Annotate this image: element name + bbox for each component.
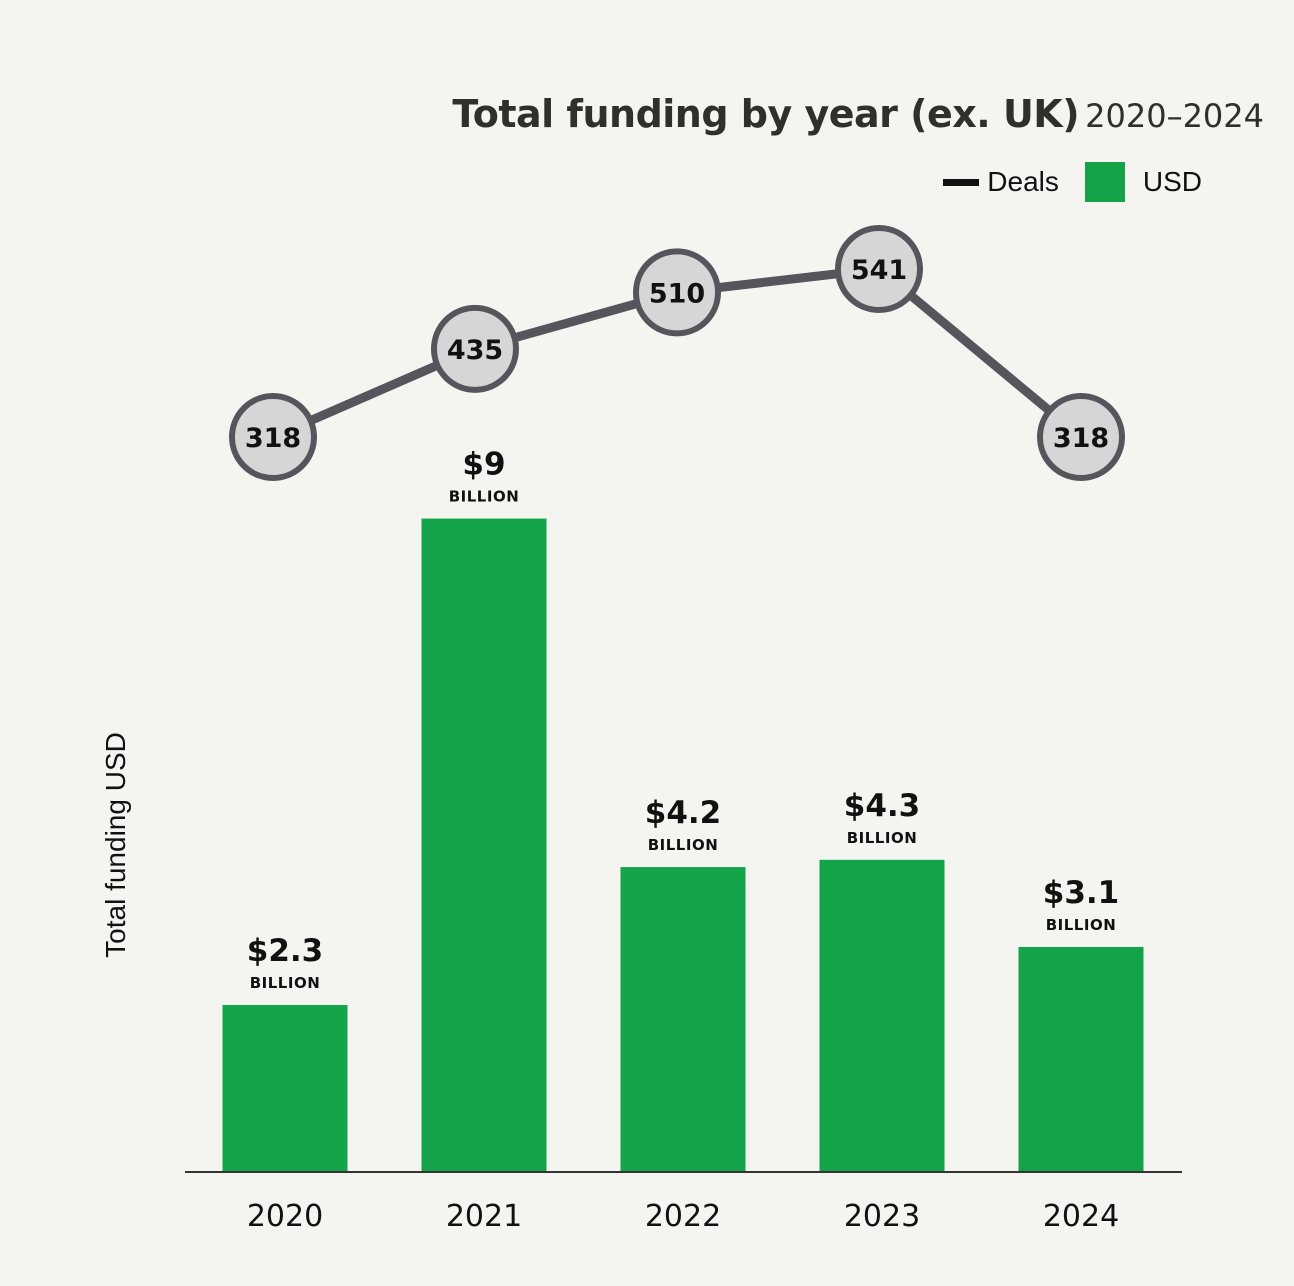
bar-2024 xyxy=(1018,946,1144,1172)
bar-2022 xyxy=(620,867,746,1172)
bar-2023 xyxy=(819,859,945,1172)
bar-unit-label-2020: BILLION xyxy=(250,974,321,992)
deals-value-label-2021: 435 xyxy=(447,335,503,366)
bar-value-label-2023: $4.3 xyxy=(844,788,921,824)
deals-value-label-2024: 318 xyxy=(1053,423,1109,454)
deals-value-label-2022: 510 xyxy=(649,278,705,309)
deals-marker-2021 xyxy=(431,304,519,393)
bar-value-label-2020: $2.3 xyxy=(247,933,324,969)
legend-label-usd: USD xyxy=(1142,166,1202,197)
x-tick-label-2024: 2024 xyxy=(1043,1199,1119,1234)
chart-title-block: Total funding by year (ex. UK) 2020–2024 xyxy=(452,92,1264,136)
bar-value-label-2021: $9 xyxy=(462,447,505,483)
deals-marker-2020 xyxy=(229,393,317,481)
legend-line-marker xyxy=(943,178,980,186)
deals-marker-2024 xyxy=(1037,393,1125,481)
bar-unit-label-2021: BILLION xyxy=(449,488,520,506)
legend-bar-swatch xyxy=(1084,162,1125,202)
deals-marker-2023 xyxy=(835,225,923,313)
bar-value-label-2024: $3.1 xyxy=(1043,875,1120,911)
legend-label-deals: Deals xyxy=(987,166,1059,197)
x-tick-label-2020: 2020 xyxy=(247,1199,323,1234)
deals-value-label-2023: 541 xyxy=(851,255,907,286)
x-tick-label-2022: 2022 xyxy=(645,1199,721,1234)
chart-subtitle: 2020–2024 xyxy=(1085,97,1264,135)
bar-unit-label-2022: BILLION xyxy=(648,836,719,854)
bar-unit-label-2024: BILLION xyxy=(1046,916,1117,934)
bar-unit-label-2023: BILLION xyxy=(847,829,918,847)
x-tick-label-2023: 2023 xyxy=(844,1199,920,1234)
legend: Deals USD xyxy=(943,162,1202,202)
bar-2021 xyxy=(421,518,547,1172)
chart-title: Total funding by year (ex. UK) xyxy=(452,92,1080,136)
deals-marker-2022 xyxy=(633,248,721,337)
deals-value-label-2020: 318 xyxy=(245,423,301,454)
x-tick-label-2021: 2021 xyxy=(446,1199,522,1234)
bar-2020 xyxy=(222,1005,348,1172)
bar-value-label-2022: $4.2 xyxy=(645,795,722,831)
